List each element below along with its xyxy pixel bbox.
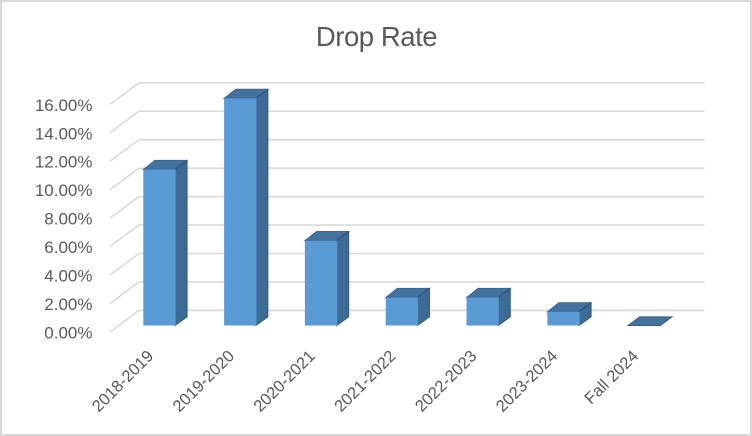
svg-text:6.00%: 6.00%	[44, 238, 92, 257]
svg-text:14.00%: 14.00%	[35, 124, 93, 143]
svg-text:0.00%: 0.00%	[44, 323, 92, 342]
svg-text:10.00%: 10.00%	[35, 181, 93, 200]
svg-text:4.00%: 4.00%	[44, 267, 92, 286]
svg-text:2.00%: 2.00%	[44, 295, 92, 314]
svg-text:16.00%: 16.00%	[35, 96, 93, 115]
svg-text:Drop Rate: Drop Rate	[316, 21, 437, 52]
svg-text:8.00%: 8.00%	[44, 210, 92, 229]
svg-text:12.00%: 12.00%	[35, 153, 93, 172]
